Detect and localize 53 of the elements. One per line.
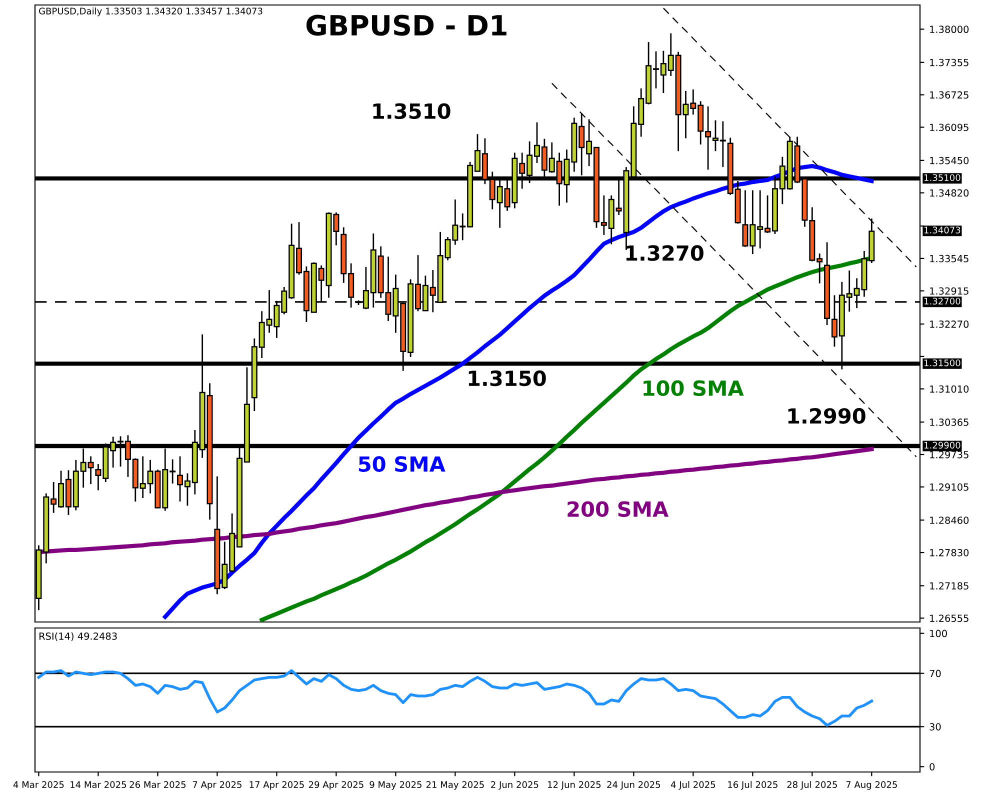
y-tick-label: 1.29735	[930, 450, 968, 458]
y-tick-label: 1.28460	[930, 516, 969, 524]
y-tick-label: 1.37355	[930, 58, 968, 66]
ref-line-label: 1.31500	[924, 359, 960, 366]
x-tick-label: 4 Jul 2025	[670, 781, 716, 790]
y-tick-label: 1.27185	[930, 582, 968, 590]
line-series	[163, 164, 874, 619]
y-tick-label: 1.32270	[930, 320, 969, 328]
chart-title: GBPUSD - D1	[306, 14, 506, 36]
x-tick-label: 12 Jun 2025	[548, 781, 601, 790]
x-tick-label: 9 May 2025	[370, 781, 422, 790]
y-tick-label: 1.36095	[930, 124, 968, 132]
annotation: 1.3150	[468, 370, 546, 386]
y-tick-label: 30	[930, 723, 941, 730]
x-tick-label: 29 Apr 2025	[308, 781, 364, 790]
x-tick-label: 26 Mar 2025	[130, 781, 186, 788]
text: 1.34073	[924, 226, 960, 234]
chart-title: RSI(14) 49.2483	[39, 632, 117, 641]
y-tick-label: 1.33545	[930, 254, 968, 262]
series-label: 200 SMA	[568, 501, 669, 517]
x-tick-label: 2 Jun 2025	[491, 781, 538, 790]
y-tick-label: 1.29105	[930, 483, 968, 491]
y-tick-label: 1.30365	[930, 418, 968, 426]
y-tick-label: 0	[930, 763, 935, 770]
y-tick-label: 1.35450	[930, 156, 969, 164]
y-tick-label: 1.34820	[930, 189, 969, 197]
annotation: 1.3510	[373, 103, 450, 120]
ref-line-label: 1.29900	[924, 442, 960, 449]
y-tick-label: 1.31010	[930, 385, 969, 393]
y-tick-label: 1.38000	[930, 26, 969, 34]
x-tick-label: 17 Apr 2025	[250, 781, 304, 790]
x-tick-label: 7 Apr 2025	[192, 781, 242, 790]
y-tick-label: 1.32915	[930, 287, 968, 295]
y-tick-label: 1.36725	[930, 91, 968, 99]
x-tick-label: 21 May 2025	[426, 781, 484, 790]
ref-line-label: 1.35100	[924, 174, 960, 182]
x-tick-label: 4 Mar 2025	[13, 781, 64, 788]
line-series	[37, 669, 874, 727]
x-tick-label: 28 Jul 2025	[787, 781, 837, 790]
y-tick-label: 70	[930, 670, 941, 678]
x-tick-label: 14 Mar 2025	[70, 781, 126, 788]
y-tick-label: 1.27830	[930, 549, 969, 556]
chart-subtitle: GBPUSD,Daily 1.33503 1.34320 1.33457 1.34073	[39, 7, 262, 16]
series-label: 50 SMA	[358, 456, 446, 472]
annotation: 1.2990	[788, 408, 866, 424]
series-label: 100 SMA	[644, 380, 744, 396]
x-tick-label: 7 Aug 2025	[846, 781, 897, 790]
annotation: 1.3270	[626, 245, 704, 261]
y-tick-label: 1.26555	[930, 614, 968, 622]
x-tick-label: 16 Jul 2025	[728, 781, 778, 790]
y-tick-label: 100	[930, 630, 947, 638]
ref-line-label: 1.32700	[924, 298, 960, 305]
x-tick-label: 24 Jun 2025	[607, 781, 660, 790]
